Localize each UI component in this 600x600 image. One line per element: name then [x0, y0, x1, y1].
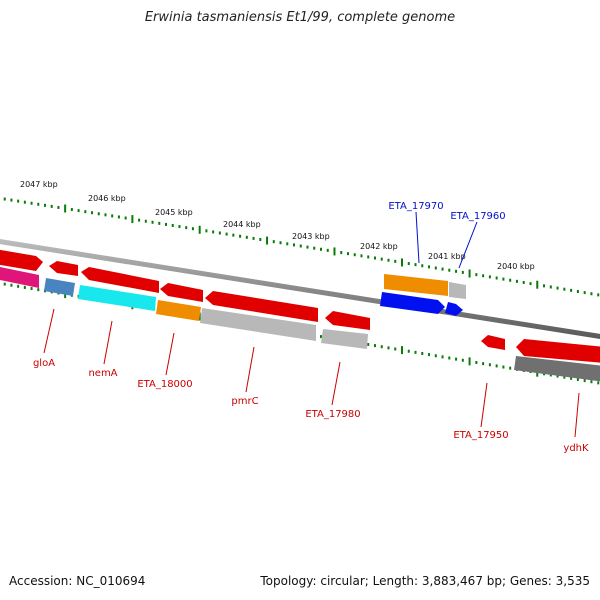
gene-arrow[interactable] [44, 278, 75, 296]
gene-arrow[interactable] [49, 261, 78, 276]
gene-arrow[interactable] [449, 282, 466, 299]
gene-label-pmrC[interactable]: pmrC [231, 396, 258, 407]
gene-label-gloA[interactable]: gloA [33, 358, 55, 369]
accession-text: Accession: NC_010694 [9, 574, 146, 588]
gene-arrow[interactable] [78, 285, 156, 311]
gene-arrow[interactable] [516, 339, 600, 363]
kbp-label-2044: 2044 kbp [223, 220, 261, 229]
gene-arrow[interactable] [445, 302, 463, 316]
label-leader-lines-blue [415, 211, 478, 269]
gene-arrow[interactable] [321, 329, 368, 349]
kbp-label-2045: 2045 kbp [155, 208, 193, 217]
gene-arrow[interactable] [160, 283, 203, 302]
kbp-label-2042: 2042 kbp [360, 242, 398, 251]
gene-arrow[interactable] [514, 356, 600, 382]
gene-arrow[interactable] [384, 274, 448, 296]
gene-arrow[interactable] [0, 249, 43, 271]
label-leader-lines [43, 308, 580, 438]
map-title: Erwinia tasmaniensis Et1/99, complete ge… [144, 10, 456, 25]
gene-arrow[interactable] [81, 267, 159, 293]
gene-arrow[interactable] [156, 300, 201, 321]
kbp-label-2041: 2041 kbp [428, 252, 466, 261]
gene-arrow[interactable] [200, 308, 316, 341]
kbp-label-2040: 2040 kbp [497, 262, 535, 271]
gene-arrow[interactable] [0, 266, 39, 288]
kbp-label-2047: 2047 kbp [20, 180, 58, 189]
outer-ruler-ticks [3, 197, 600, 297]
gene-arrow[interactable] [380, 292, 445, 314]
kbp-label-2043: 2043 kbp [292, 232, 330, 241]
gene-label-nemA[interactable]: nemA [88, 368, 117, 379]
gene-arrow[interactable] [325, 311, 370, 330]
gene-arrow[interactable] [205, 291, 318, 322]
gene-label-eta17960[interactable]: ETA_17960 [450, 211, 505, 222]
genome-backbone [0, 239, 600, 339]
gene-arrow[interactable] [481, 335, 505, 350]
genome-stats-text: Topology: circular; Length: 3,883,467 bp… [260, 574, 590, 588]
gene-label-eta17950[interactable]: ETA_17950 [453, 430, 508, 441]
gene-label-ydhK[interactable]: ydhK [563, 443, 589, 454]
gene-label-eta18000[interactable]: ETA_18000 [137, 379, 192, 390]
gene-label-eta17970[interactable]: ETA_17970 [388, 201, 443, 212]
kbp-label-2046: 2046 kbp [88, 194, 126, 203]
gene-label-eta17980[interactable]: ETA_17980 [305, 409, 360, 420]
